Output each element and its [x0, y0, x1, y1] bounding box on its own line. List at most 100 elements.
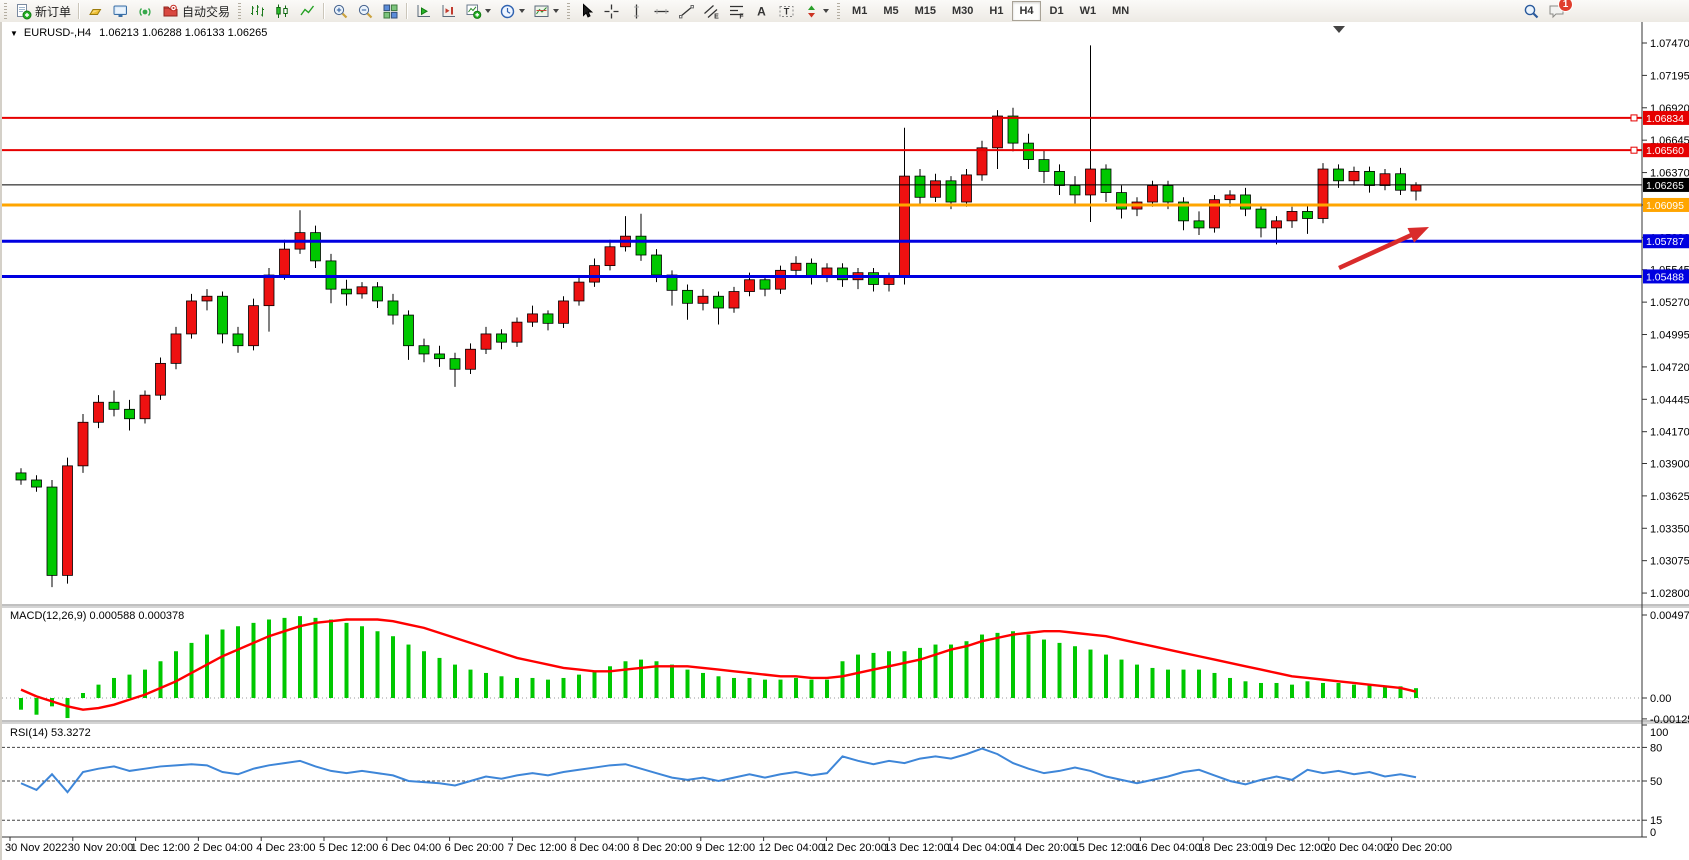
symbol-name: EURUSD-,H4 — [23, 27, 92, 39]
time-tick-label: 14 Dec 20:00 — [1010, 842, 1075, 854]
toolbar-drag-handle[interactable] — [837, 3, 841, 19]
chart-shift-button[interactable] — [437, 0, 460, 22]
candle-chart-button[interactable] — [271, 0, 294, 22]
vertical-line-button[interactable] — [625, 0, 648, 22]
symbol-dropdown-icon[interactable]: ▼ — [10, 28, 18, 38]
timeframe-button-mn[interactable]: MN — [1112, 5, 1130, 17]
time-tick-label: 1 Dec 12:00 — [131, 842, 190, 854]
data-window-button[interactable] — [109, 0, 132, 22]
crosshair-icon — [604, 4, 619, 18]
search-button[interactable] — [1520, 0, 1543, 22]
profiles-clock-icon — [500, 4, 515, 18]
signals-button[interactable] — [134, 0, 157, 22]
line-chart-icon — [300, 5, 315, 15]
crosshair-button[interactable] — [600, 0, 623, 22]
macd-tick-label: 0.00 — [1650, 693, 1671, 705]
notifications-button[interactable]: 1 — [1545, 0, 1573, 22]
time-tick-label: 2 Dec 04:00 — [193, 842, 252, 854]
market-watch-button[interactable] — [84, 0, 107, 22]
chart-shift-marker[interactable] — [1333, 26, 1345, 33]
zoom-in-button[interactable] — [329, 0, 352, 22]
timeframe-button-w1[interactable]: W1 — [1079, 5, 1097, 17]
new-order-icon — [17, 3, 32, 19]
timeframe-button-m1[interactable]: M1 — [852, 5, 868, 17]
timeframe-button-h1[interactable]: H1 — [989, 5, 1004, 17]
time-tick-label: 12 Dec 04:00 — [759, 842, 824, 854]
timeframe-button-d1[interactable]: D1 — [1049, 5, 1064, 17]
auto-scroll-button[interactable] — [412, 0, 435, 22]
price-tick-label: 1.03350 — [1650, 523, 1689, 535]
time-tick-label: 8 Dec 04:00 — [570, 842, 629, 854]
svg-text:A: A — [757, 4, 766, 18]
time-tick-label: 30 Nov 2022 — [5, 842, 67, 854]
profiles-button[interactable] — [496, 0, 528, 22]
macd-indicator-label: MACD(12,26,9) 0.000588 0.000378 — [10, 610, 185, 622]
fibonacci-button[interactable]: F — [725, 0, 748, 22]
price-tick-label: 1.06370 — [1650, 168, 1689, 180]
text-button[interactable]: A — [750, 0, 773, 22]
rsi-pane — [2, 746, 1642, 821]
timeframe-button-m15[interactable]: M15 — [914, 5, 936, 17]
toolbar-drag-handle[interactable] — [567, 3, 571, 19]
line-chart-button[interactable] — [296, 0, 319, 22]
time-tick-label: 30 Nov 20:00 — [68, 842, 133, 854]
price-tick-label: 1.07470 — [1650, 38, 1689, 50]
zoom-out-button[interactable] — [354, 0, 377, 22]
new-order-button[interactable]: 新订单 — [12, 0, 74, 22]
rsi-tick-label: 80 — [1650, 742, 1662, 754]
channel-button[interactable]: E — [700, 0, 723, 22]
cursor-button[interactable] — [575, 0, 598, 22]
horizontal-level-lines[interactable] — [2, 114, 1642, 278]
price-badges — [1643, 110, 1689, 284]
chart-title: ▼ EURUSD-,H4 1.06213 1.06288 1.06133 1.0… — [10, 27, 267, 39]
candle-chart-icon — [276, 4, 288, 18]
toolbar-drag-handle[interactable] — [238, 3, 242, 19]
timeframe-button-m30[interactable]: M30 — [952, 5, 974, 17]
autotrading-button[interactable]: 自动交易 — [159, 0, 233, 22]
label-icon: T — [779, 5, 794, 17]
label-button[interactable]: T — [775, 0, 798, 22]
svg-text:T: T — [784, 6, 790, 16]
price-tick-label: 1.03075 — [1650, 556, 1689, 568]
horizontal-line-button[interactable] — [650, 0, 673, 22]
time-tick-label: 20 Dec 20:00 — [1387, 842, 1452, 854]
tile-windows-button[interactable] — [379, 0, 402, 22]
price-tick-label: 1.02800 — [1650, 588, 1689, 600]
chart-canvas[interactable]: 1.074701.071951.069201.066451.063701.060… — [2, 22, 1689, 860]
time-tick-label: 9 Dec 12:00 — [696, 842, 755, 854]
toolbar-separator — [323, 3, 326, 19]
price-badge-label: 1.06095 — [1646, 200, 1684, 212]
time-tick-label: 4 Dec 23:00 — [256, 842, 315, 854]
arrow-annotation[interactable] — [1338, 227, 1429, 271]
toolbar-separator — [78, 3, 81, 19]
rsi-line — [20, 747, 1417, 794]
timeframe-button-h4[interactable]: H4 — [1012, 1, 1041, 21]
price-badge-label: 1.05488 — [1646, 271, 1684, 283]
time-axis[interactable] — [9, 837, 1393, 841]
new-chart-button[interactable] — [462, 0, 494, 22]
market-watch-icon — [89, 8, 102, 15]
time-tick-label: 5 Dec 12:00 — [319, 842, 378, 854]
toolbar-drag-handle[interactable] — [4, 3, 7, 19]
bar-chart-button[interactable] — [246, 0, 269, 22]
time-tick-label: 18 Dec 23:00 — [1198, 842, 1263, 854]
time-tick-label: 14 Dec 04:00 — [947, 842, 1012, 854]
macd-tick-label: -0.001251 — [1650, 714, 1689, 726]
trendline-button[interactable] — [675, 0, 698, 22]
price-badge-label: 1.06560 — [1646, 145, 1684, 157]
svg-text:F: F — [739, 13, 744, 20]
data-window-icon — [113, 5, 128, 17]
macd-tick-label: 0.004976 — [1650, 610, 1689, 622]
line-handle[interactable] — [1630, 114, 1638, 122]
line-handle[interactable] — [1630, 146, 1638, 154]
rsi-indicator-label: RSI(14) 53.3272 — [10, 727, 91, 739]
arrows-button[interactable] — [800, 0, 832, 22]
rsi-tick-label: 15 — [1650, 815, 1662, 827]
toolbar-separator — [406, 3, 409, 19]
price-tick-label: 1.07195 — [1650, 70, 1689, 82]
dropdown-caret-icon — [519, 9, 526, 13]
templates-button[interactable] — [530, 0, 562, 22]
chart-window[interactable]: 1.074701.071951.069201.066451.063701.060… — [0, 22, 1689, 860]
timeframe-button-m5[interactable]: M5 — [883, 5, 899, 17]
time-tick-label: 8 Dec 20:00 — [633, 842, 692, 854]
